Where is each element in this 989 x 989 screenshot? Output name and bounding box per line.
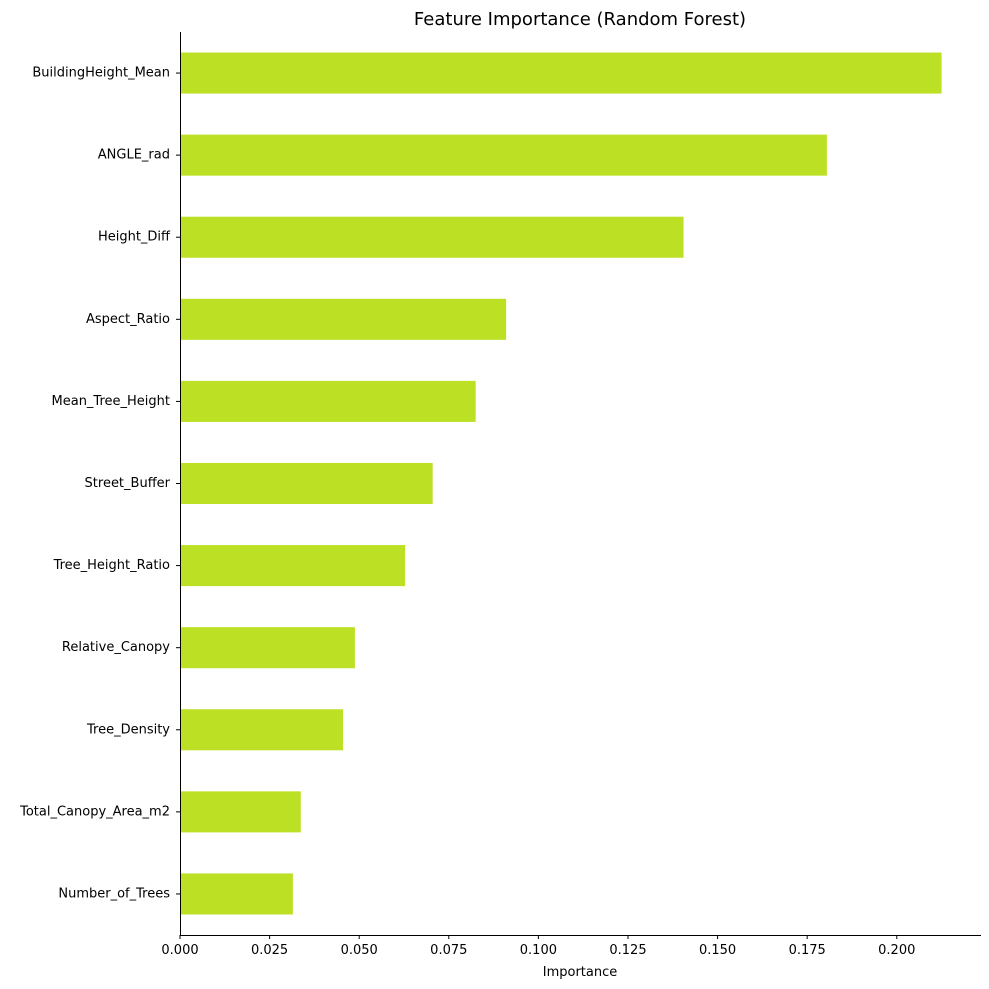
bar-buildingheight-mean: [180, 52, 942, 94]
bar-relative-canopy: [180, 627, 355, 669]
x-tick-label: 0.000: [161, 943, 198, 958]
bar-aspect-ratio: [180, 298, 507, 340]
x-tick-label: 0.125: [609, 943, 646, 958]
bar-tree-density: [180, 709, 344, 751]
x-tick-label: 0.175: [789, 943, 826, 958]
x-tick-label: 0.200: [878, 943, 915, 958]
x-tick-label: 0.075: [430, 943, 467, 958]
x-tick-label: 0.025: [251, 943, 288, 958]
bar-number-of-trees: [180, 873, 293, 915]
y-tick-label: ANGLE_rad: [98, 148, 170, 163]
x-axis-ticks: 0.000 0.025 0.050 0.075 0.100 0.125 0.150 0.175…: [161, 935, 915, 958]
x-axis-label: Importance: [543, 965, 618, 980]
bar-mean-tree-height: [180, 380, 476, 422]
y-tick-label: Street_Buffer: [85, 476, 171, 491]
x-tick-label: 0.150: [699, 943, 736, 958]
y-tick-label: Mean_Tree_Height: [52, 394, 170, 409]
bar-height-diff: [180, 216, 684, 258]
bars-group: [180, 52, 942, 915]
y-axis-ticks: BuildingHeight_Mean ANGLE_rad Height_Diff A…: [19, 66, 180, 901]
chart-title: Feature Importance (Random Forest): [414, 9, 746, 30]
bar-street-buffer: [180, 462, 433, 505]
y-tick-label: Tree_Density: [86, 722, 170, 737]
y-tick-label: Aspect_Ratio: [86, 312, 170, 327]
y-tick-label: BuildingHeight_Mean: [32, 66, 170, 81]
bar-total-canopy-area-m2: [180, 791, 301, 833]
x-tick-label: 0.100: [520, 943, 557, 958]
bar-tree-height-ratio: [180, 545, 406, 587]
y-tick-label: Height_Diff: [98, 230, 171, 245]
y-tick-label: Total_Canopy_Area_m2: [19, 804, 170, 819]
y-tick-label: Number_of_Trees: [58, 886, 170, 901]
y-tick-label: Tree_Height_Ratio: [53, 558, 170, 573]
bar-angle-rad: [180, 134, 827, 176]
x-tick-label: 0.050: [341, 943, 378, 958]
y-tick-label: Relative_Canopy: [62, 640, 170, 655]
